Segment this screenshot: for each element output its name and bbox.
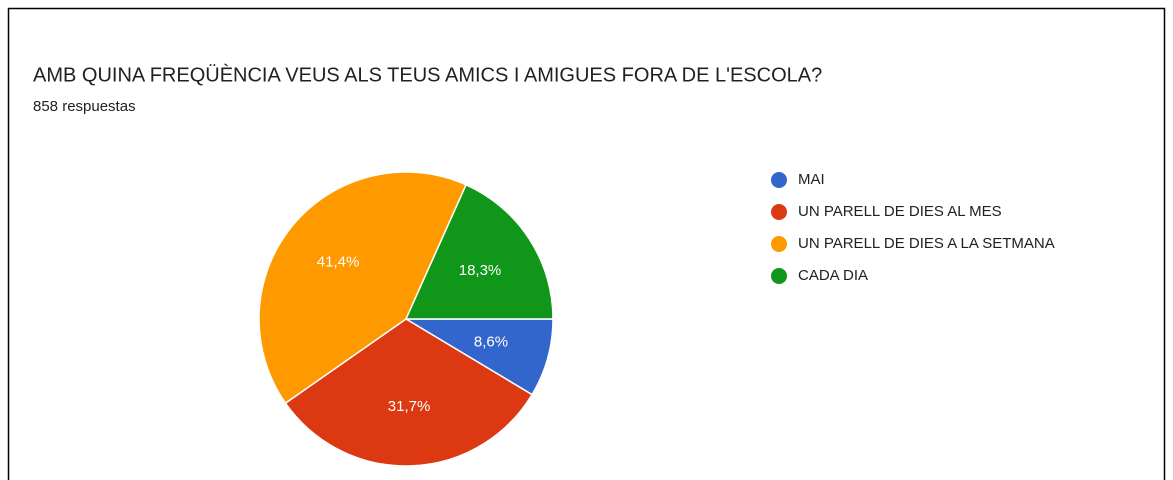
legend-label: CADA DIA [798,267,868,284]
pie-slice [284,318,534,467]
slice-label: 18,3% [459,262,502,279]
legend-swatch [771,172,787,188]
legend-label: MAI [798,171,825,188]
legend-swatch [771,236,787,252]
legend-swatch [771,268,787,284]
legend-swatch [771,204,787,220]
chart-title: AMB QUINA FREQÜÈNCIA VEUS ALS TEUS AMICS… [33,63,822,86]
slice-label: 31,7% [388,398,431,415]
legend-label: UN PARELL DE DIES A LA SETMANA [798,235,1055,252]
pie-slice [258,171,468,405]
frame [7,7,1166,480]
legend-label: UN PARELL DE DIES AL MES [798,203,1002,220]
chart-subtitle: 858 respuestas [33,98,136,115]
slice-label: 8,6% [474,334,508,351]
slice-label: 41,4% [317,254,360,271]
pie-slice [404,183,554,320]
